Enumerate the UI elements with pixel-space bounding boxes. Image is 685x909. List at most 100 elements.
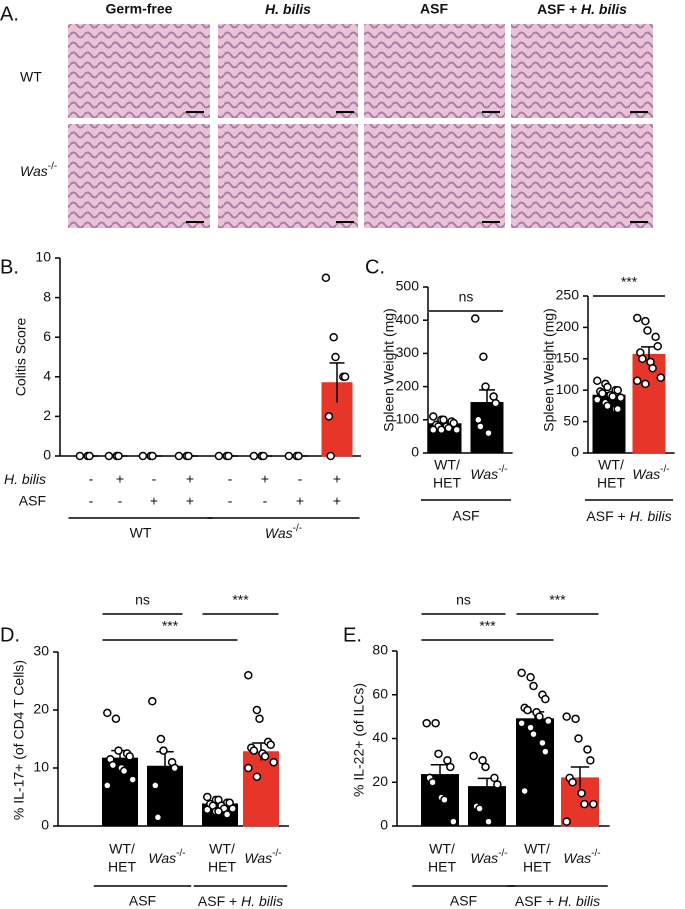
group-label-part: -/- — [293, 523, 302, 534]
x-tick-label-part: -/- — [272, 848, 281, 859]
y-tick-label: 0 — [411, 444, 419, 460]
y-tick-label: 80 — [372, 642, 388, 658]
data-point — [580, 799, 589, 809]
histology-image — [364, 24, 505, 118]
data-point — [656, 373, 665, 382]
panel-letter: E. — [343, 624, 362, 646]
x-tick-label-part: -/- — [660, 464, 669, 475]
row-label: ASF — [19, 493, 46, 509]
y-tick-label: 150 — [556, 350, 580, 366]
significance-label: ns — [459, 289, 474, 305]
data-point — [174, 451, 184, 461]
y-tick-label: 400 — [396, 311, 420, 327]
data-point — [562, 817, 571, 826]
data-point — [444, 423, 453, 433]
significance-label: *** — [549, 592, 566, 608]
data-point — [633, 313, 642, 323]
data-point — [574, 734, 583, 743]
data-point — [148, 697, 157, 706]
y-tick-label: 100 — [396, 411, 420, 427]
data-point — [148, 451, 157, 461]
group-label: ASF — [452, 508, 479, 524]
y-tick-label: 100 — [556, 381, 580, 397]
data-point — [249, 451, 259, 461]
histology-image — [511, 124, 653, 228]
y-tick-label: 40 — [372, 729, 388, 745]
sign: - — [298, 471, 303, 487]
data-point — [340, 372, 350, 382]
significance-label: *** — [479, 618, 496, 634]
y-tick-label: 6 — [43, 328, 51, 344]
sign: - — [89, 493, 94, 509]
data-point — [476, 422, 485, 431]
data-point — [203, 805, 212, 815]
data-point — [104, 451, 114, 461]
data-point — [643, 326, 652, 335]
data-point — [269, 757, 278, 767]
group-label-part: ASF + — [198, 893, 241, 909]
x-tick-label-part: Was — [148, 850, 176, 866]
data-point — [535, 712, 544, 721]
data-point — [446, 762, 455, 772]
data-point — [638, 354, 647, 364]
data-point — [266, 740, 275, 750]
data-point — [284, 451, 294, 461]
data-point — [431, 718, 440, 728]
y-tick-label: 0 — [380, 817, 388, 833]
y-tick-label: 0 — [43, 447, 51, 463]
data-point — [111, 714, 121, 723]
data-point — [103, 781, 112, 790]
row-label: Was-/- — [20, 161, 57, 179]
x-tick-label-part: Was — [563, 850, 591, 866]
data-point — [479, 352, 488, 361]
x-tick-label-part: Was — [632, 466, 660, 482]
y-tick-label: 8 — [43, 288, 51, 304]
group-label-part: H. bilis — [630, 508, 672, 524]
column-label: H. bilis — [265, 1, 311, 17]
data-point — [577, 788, 586, 798]
row-label-part: Was — [20, 163, 48, 179]
data-point — [593, 395, 602, 404]
data-point — [422, 718, 431, 728]
column-label: ASF + H. bilis — [537, 1, 627, 17]
x-tick-label: HET — [597, 475, 625, 491]
data-point — [526, 673, 535, 682]
y-axis-title: Spleen Weight (mg) — [541, 308, 557, 431]
group-label-part: H. bilis — [558, 893, 600, 909]
y-tick-label: 10 — [33, 759, 49, 775]
y-tick-label: 200 — [556, 318, 580, 334]
x-tick-label-part: -/- — [591, 848, 600, 859]
data-point — [156, 734, 166, 744]
data-point — [541, 694, 550, 704]
row-label-part: H. bilis — [4, 471, 46, 487]
data-point — [544, 716, 553, 726]
group-label-part: H. bilis — [241, 893, 283, 909]
data-point — [434, 749, 443, 759]
sign: - — [228, 471, 233, 487]
panel-letter: B. — [0, 256, 19, 278]
x-tick-label: Was-/- — [244, 848, 281, 866]
data-point — [329, 332, 338, 342]
sign: + — [296, 493, 304, 509]
data-point — [429, 425, 438, 435]
y-tick-label: 60 — [372, 685, 388, 701]
data-point — [449, 418, 458, 428]
data-point — [653, 341, 662, 351]
sign: + — [186, 493, 194, 509]
data-point — [244, 670, 253, 680]
column-label: ASF — [420, 1, 448, 17]
panel-letter: A. — [0, 3, 19, 25]
y-tick-label: 200 — [396, 377, 420, 393]
x-tick-label: Was-/- — [148, 848, 185, 866]
data-point — [608, 392, 617, 401]
sign: - — [89, 471, 94, 487]
significance-label: *** — [621, 274, 638, 290]
data-point — [562, 712, 571, 721]
data-point — [224, 451, 233, 461]
data-point — [475, 804, 484, 813]
data-point — [222, 810, 232, 819]
data-point — [228, 804, 237, 813]
group-label: ASF + H. bilis — [515, 893, 600, 909]
data-point — [159, 746, 168, 755]
